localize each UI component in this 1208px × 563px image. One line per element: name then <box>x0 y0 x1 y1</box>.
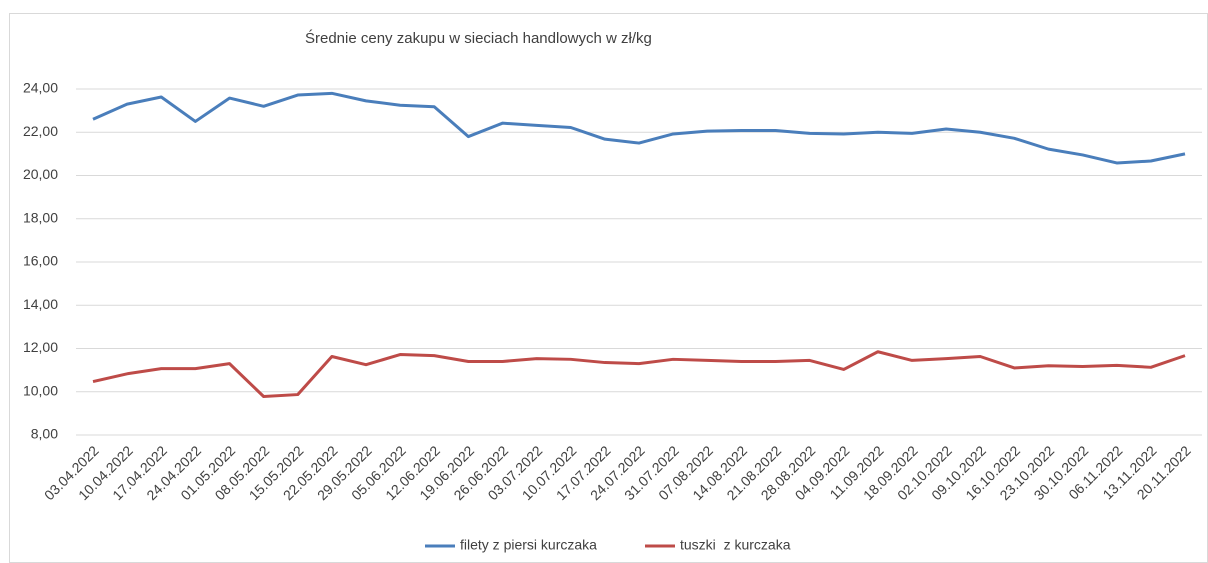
legend-label: tuszki z kurczaka <box>680 537 791 553</box>
legend-label: filety z piersi kurczaka <box>460 537 597 553</box>
y-tick-label: 18,00 <box>23 209 58 225</box>
chart-title: Średnie ceny zakupu w sieciach handlowyc… <box>305 29 652 47</box>
y-tick-label: 8,00 <box>31 426 58 442</box>
series-line <box>92 91 1186 165</box>
y-tick-label: 20,00 <box>23 166 58 182</box>
series-line <box>92 350 1186 399</box>
y-tick-label: 12,00 <box>23 339 58 355</box>
y-tick-label: 22,00 <box>23 123 58 139</box>
y-tick-label: 14,00 <box>23 296 58 312</box>
y-tick-label: 10,00 <box>23 382 58 398</box>
y-tick-label: 16,00 <box>23 253 58 269</box>
y-tick-label: 24,00 <box>23 80 58 96</box>
chart-border <box>9 13 1208 563</box>
